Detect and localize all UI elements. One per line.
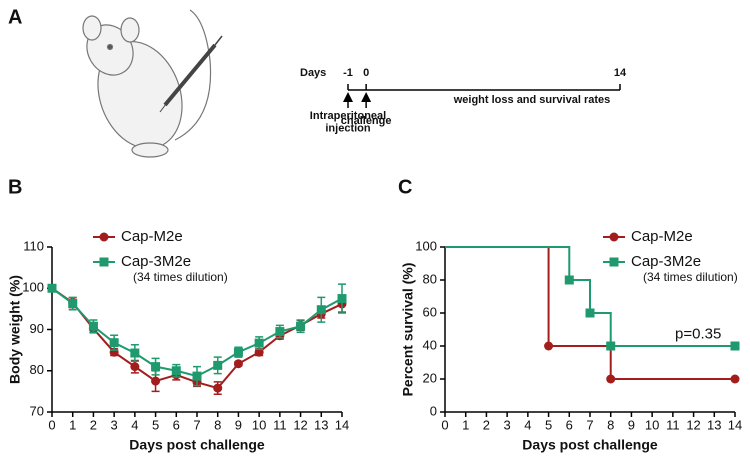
y-tick-label: 20	[423, 370, 437, 385]
legend-marker	[99, 232, 109, 242]
data-point	[564, 275, 574, 285]
mouse-illustration	[82, 9, 223, 158]
legend-note: (34 times dilution)	[133, 270, 228, 284]
data-point	[730, 374, 740, 384]
x-axis-title: Days post challenge	[522, 437, 658, 453]
event-label: Intraperitoneal injection	[310, 110, 386, 135]
y-tick-label: 90	[30, 321, 44, 336]
data-point	[233, 347, 243, 357]
data-point	[47, 283, 57, 293]
data-point	[316, 305, 326, 315]
x-tick-label: 13	[707, 417, 721, 432]
x-tick-label: 0	[441, 417, 448, 432]
x-tick-label: 11	[666, 417, 680, 432]
survival-step	[445, 246, 735, 347]
data-point	[544, 341, 554, 351]
y-tick-label: 80	[30, 362, 44, 377]
x-tick-label: 4	[524, 417, 531, 432]
timeline-tick: -1	[343, 67, 353, 79]
data-point	[68, 299, 78, 309]
timeline-note: weight loss and survival rates	[453, 94, 611, 106]
x-tick-label: 6	[173, 417, 180, 432]
legend-marker	[609, 257, 619, 267]
timeline-tick: 0	[363, 67, 369, 79]
y-tick-label: 80	[423, 271, 437, 286]
data-point	[296, 321, 306, 331]
data-point	[233, 359, 243, 369]
data-point	[130, 348, 140, 358]
event-arrow	[343, 92, 353, 102]
timeline-tick: 14	[614, 67, 627, 79]
y-tick-label: 110	[23, 238, 44, 253]
data-point	[88, 321, 98, 331]
y-axis-title: Body weight (%)	[7, 275, 23, 384]
x-tick-label: 8	[214, 417, 221, 432]
x-tick-label: 1	[462, 417, 469, 432]
y-axis-title: Percent survival (%)	[400, 263, 416, 397]
panel-label: A	[8, 6, 22, 28]
data-point	[275, 327, 285, 337]
x-tick-label: 4	[131, 417, 138, 432]
y-tick-label: 100	[22, 280, 44, 295]
x-tick-label: 11	[273, 417, 287, 432]
y-tick-label: 100	[415, 238, 437, 253]
x-tick-label: 1	[69, 417, 76, 432]
legend-label: Cap-3M2e	[631, 253, 701, 270]
x-tick-label: 3	[504, 417, 511, 432]
data-point	[730, 341, 740, 351]
x-tick-label: 2	[483, 417, 490, 432]
legend-label: Cap-M2e	[631, 228, 693, 245]
legend-marker	[99, 257, 109, 267]
panel-label: B	[8, 176, 22, 198]
x-tick-label: 5	[152, 417, 159, 432]
event-label: challenge	[341, 115, 392, 127]
y-tick-label: 0	[430, 403, 437, 418]
x-tick-label: 0	[48, 417, 55, 432]
data-point	[171, 366, 181, 376]
legend-label: Cap-3M2e	[121, 253, 191, 270]
x-tick-label: 5	[545, 417, 552, 432]
x-tick-label: 14	[335, 417, 349, 432]
data-point	[130, 362, 140, 372]
x-tick-label: 10	[645, 417, 659, 432]
data-point	[192, 371, 202, 381]
y-tick-label: 60	[423, 304, 437, 319]
timeline-label: Days	[300, 67, 326, 79]
legend-note: (34 times dilution)	[643, 270, 738, 284]
x-tick-label: 7	[193, 417, 200, 432]
x-tick-label: 12	[686, 417, 700, 432]
x-tick-label: 13	[314, 417, 328, 432]
data-point	[213, 360, 223, 370]
annotation: p=0.35	[675, 325, 721, 342]
event-arrow	[361, 92, 372, 102]
x-tick-label: 8	[607, 417, 614, 432]
x-tick-label: 9	[235, 417, 242, 432]
x-tick-label: 9	[628, 417, 635, 432]
x-tick-label: 12	[293, 417, 307, 432]
data-point	[109, 338, 119, 348]
x-tick-label: 7	[586, 417, 593, 432]
data-point	[213, 383, 223, 393]
data-point	[151, 362, 161, 372]
data-point	[151, 376, 161, 386]
data-point	[254, 338, 264, 348]
x-axis-title: Days post challenge	[129, 437, 265, 453]
x-tick-label: 6	[566, 417, 573, 432]
data-point	[606, 374, 616, 384]
data-point	[606, 341, 616, 351]
x-tick-label: 10	[252, 417, 266, 432]
x-tick-label: 2	[90, 417, 97, 432]
data-point	[337, 294, 347, 304]
x-tick-label: 3	[111, 417, 118, 432]
legend-label: Cap-M2e	[121, 228, 183, 245]
y-tick-label: 70	[30, 403, 44, 418]
x-tick-label: 14	[728, 417, 742, 432]
y-tick-label: 40	[423, 337, 437, 352]
data-point	[585, 308, 595, 318]
legend-marker	[609, 232, 619, 242]
panel-label: C	[398, 176, 412, 198]
